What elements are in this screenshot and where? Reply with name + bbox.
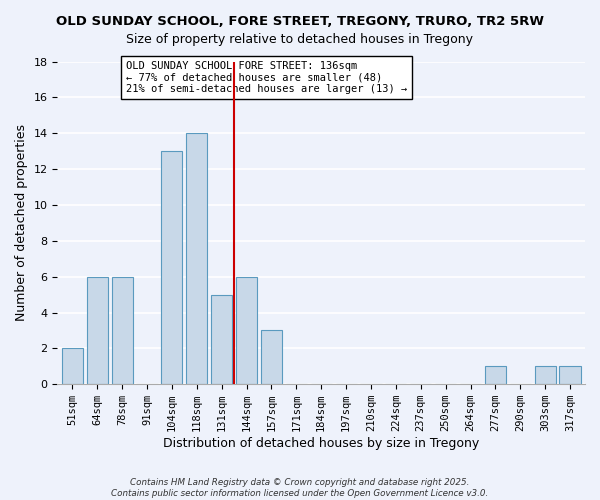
Text: OLD SUNDAY SCHOOL, FORE STREET, TREGONY, TRURO, TR2 5RW: OLD SUNDAY SCHOOL, FORE STREET, TREGONY,… <box>56 15 544 28</box>
Bar <box>261 330 282 384</box>
X-axis label: Distribution of detached houses by size in Tregony: Distribution of detached houses by size … <box>163 437 479 450</box>
Bar <box>485 366 506 384</box>
Bar <box>112 276 133 384</box>
Bar <box>161 151 182 384</box>
Bar <box>236 276 257 384</box>
Bar <box>535 366 556 384</box>
Bar <box>211 294 232 384</box>
Text: Contains HM Land Registry data © Crown copyright and database right 2025.
Contai: Contains HM Land Registry data © Crown c… <box>112 478 488 498</box>
Bar <box>559 366 581 384</box>
Bar <box>86 276 108 384</box>
Y-axis label: Number of detached properties: Number of detached properties <box>15 124 28 322</box>
Text: OLD SUNDAY SCHOOL FORE STREET: 136sqm
← 77% of detached houses are smaller (48)
: OLD SUNDAY SCHOOL FORE STREET: 136sqm ← … <box>126 61 407 94</box>
Text: Size of property relative to detached houses in Tregony: Size of property relative to detached ho… <box>127 32 473 46</box>
Bar <box>62 348 83 384</box>
Bar <box>186 133 208 384</box>
